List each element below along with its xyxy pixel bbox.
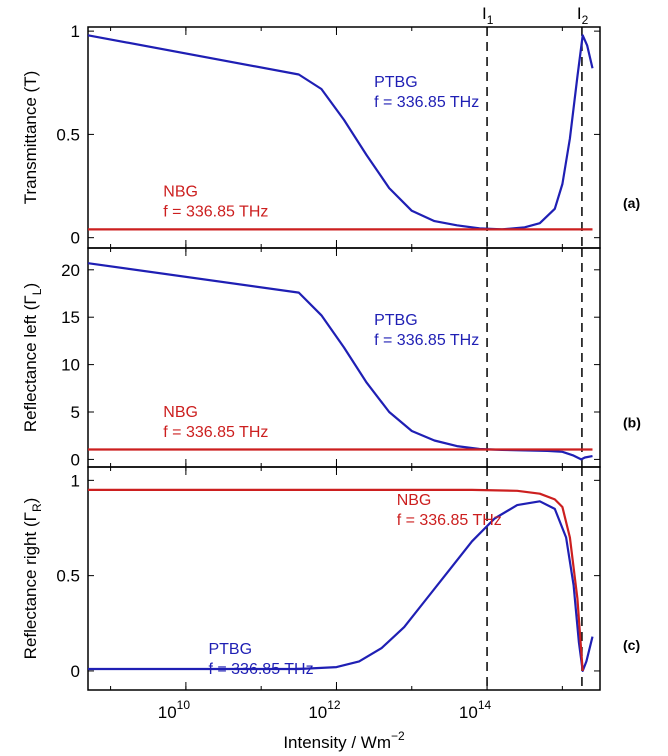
panel-label: (c) [623, 637, 640, 653]
y-tick-label: 0 [71, 450, 80, 469]
marker-label-I2: I2 [577, 4, 589, 27]
panel-c: 0 0.5 1 Reflectance right (ΓR) (c) NBG f = 336… [21, 466, 640, 691]
panel-a: 0 0.5 1 Transmittance (T) (a) PTBG f = 336.85 … [21, 22, 640, 249]
panel-b: 0 5 10 15 20 Reflectance left (ΓL) (b) PTBG f = … [21, 247, 641, 469]
series-line-ptbg [87, 262, 593, 461]
y-axis-label: Reflectance right (ΓR) [21, 498, 44, 660]
y-tick-label: 5 [71, 403, 80, 422]
y-tick-label: 0.5 [56, 125, 80, 144]
series-line-nbg [88, 488, 584, 671]
y-axis-label: Reflectance left (ΓL) [21, 283, 44, 432]
x-tick-label: 1012 [308, 698, 341, 722]
y-tick-label: 15 [61, 308, 80, 327]
x-axis-label: Intensity / Wm−2 [283, 729, 405, 752]
y-tick-label: 0.5 [56, 567, 80, 586]
annotation-ptbg: PTBG f = 336.85 THz [374, 74, 479, 111]
panel-label: (b) [623, 415, 641, 431]
y-axis-label: Transmittance (T) [21, 71, 40, 205]
y-tick-label: 10 [61, 356, 80, 375]
y-tick-label: 1 [71, 471, 80, 490]
annotation-nbg: NBG f = 336.85 THz [163, 183, 268, 220]
annotation-ptbg: PTBG f = 336.85 THz [374, 312, 479, 349]
y-tick-label: 20 [61, 261, 80, 280]
x-tick-label: 1014 [459, 698, 492, 722]
panel-label: (a) [623, 195, 640, 211]
series-line-ptbg [88, 500, 594, 673]
annotation-nbg: NBG f = 336.85 THz [397, 492, 502, 529]
annotation-nbg: NBG f = 336.85 THz [163, 404, 268, 441]
y-tick-label: 0 [71, 229, 80, 248]
y-tick-label: 1 [71, 22, 80, 41]
plot-frame [87, 466, 601, 691]
x-tick-label: 1010 [158, 698, 191, 722]
y-tick-label: 0 [71, 662, 80, 681]
annotation-ptbg: PTBG f = 336.85 THz [208, 641, 313, 678]
marker-label-I1: I1 [482, 4, 494, 27]
